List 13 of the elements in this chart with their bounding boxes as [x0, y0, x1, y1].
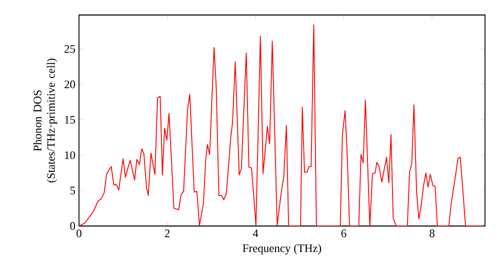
x-tick-label: 2: [164, 230, 170, 238]
x-axis-title: Frequency (THz): [242, 244, 322, 255]
x-tick-label: 8: [430, 230, 434, 238]
y-tick-label: 25: [64, 45, 76, 53]
x-tick-label: 4: [252, 230, 258, 238]
x-tick-label: 0: [76, 230, 82, 238]
x-tick-label: 6: [341, 230, 346, 238]
y-tick-label: 5: [70, 186, 76, 194]
y-tick-label: 10: [65, 151, 76, 160]
y-axis-title: Phonon DOS (States/THz·primitive cell): [33, 58, 58, 182]
y-tick-label: 20: [64, 80, 76, 88]
y-tick-label: 15: [65, 116, 76, 124]
y-tick-label: 0: [70, 222, 76, 230]
